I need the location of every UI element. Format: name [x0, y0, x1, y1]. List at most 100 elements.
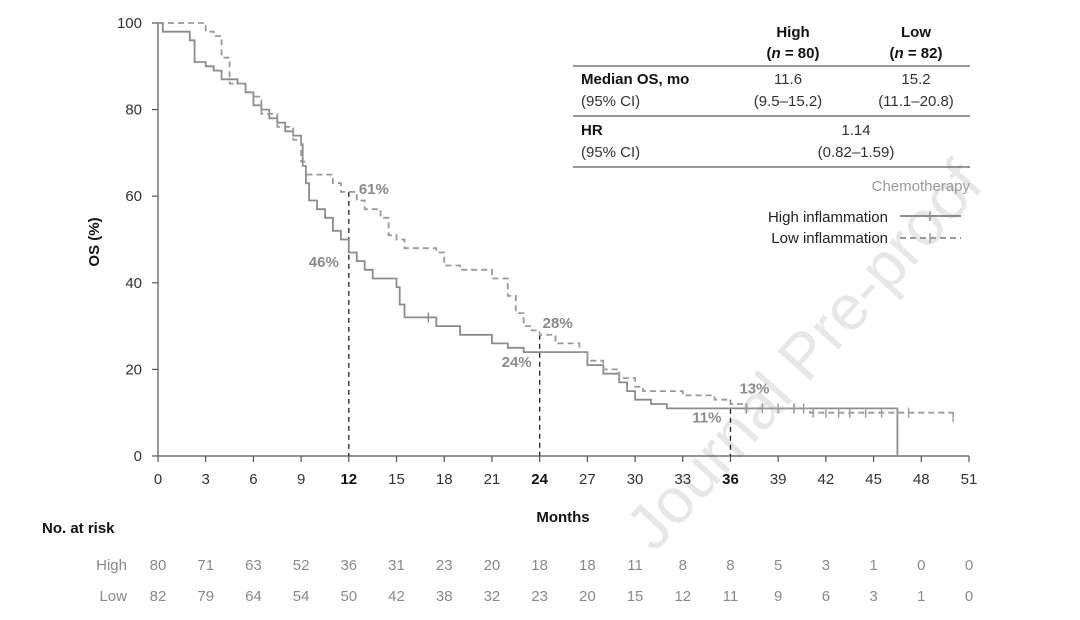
x-tick-label: 33	[674, 471, 691, 488]
x-tick-label: 24	[531, 471, 548, 488]
legend: Chemotherapy High inflammation Low infla…	[768, 178, 971, 247]
risk-value-high: 8	[726, 557, 734, 574]
landmark-label-high-36: 11%	[692, 409, 721, 426]
table-hr-ci: (0.82–1.59)	[818, 144, 895, 161]
risk-value-low: 20	[579, 588, 596, 605]
table-median-label: Median OS, mo	[581, 71, 689, 88]
x-tick-label: 42	[818, 471, 835, 488]
table-median-high: 11.6	[774, 71, 802, 88]
table-col-high-title: High	[776, 24, 809, 41]
risk-row-label-high: High	[96, 557, 127, 574]
risk-value-low: 42	[388, 588, 405, 605]
risk-value-low: 54	[293, 588, 310, 605]
risk-table: No. at risk High Low 80 71 63 52 36 31 23 20 18 1…	[42, 520, 973, 605]
landmark-label-low-24: 28%	[543, 315, 573, 332]
table-col-high-n: (n = 80)	[767, 45, 820, 62]
table-hr-ci-label: (95% CI)	[581, 144, 640, 161]
risk-value-high: 18	[579, 557, 596, 574]
landmark-label-low-36: 13%	[739, 381, 769, 398]
table-median-ci-label: (95% CI)	[581, 93, 640, 110]
risk-value-low: 3	[869, 588, 877, 605]
risk-value-high: 0	[965, 557, 973, 574]
y-tick-label: 40	[125, 275, 142, 292]
y-tick-label: 60	[125, 188, 142, 205]
x-tick-label: 0	[154, 471, 162, 488]
x-tick-label: 12	[340, 471, 357, 488]
risk-value-low: 12	[674, 588, 691, 605]
x-tick-label: 27	[579, 471, 596, 488]
x-tick-label: 21	[484, 471, 501, 488]
series-low-line	[158, 22, 954, 417]
risk-value-low: 50	[340, 588, 357, 605]
landmark-label-low-12: 61%	[359, 181, 389, 198]
risk-value-low: 6	[822, 588, 830, 605]
y-ticks: 0 20 40 60 80 100	[117, 15, 158, 465]
risk-value-low: 32	[484, 588, 501, 605]
risk-value-low: 23	[531, 588, 548, 605]
risk-value-high: 11	[627, 557, 643, 574]
x-tick-label: 51	[961, 471, 978, 488]
legend-title: Chemotherapy	[872, 178, 971, 195]
risk-value-high: 31	[388, 557, 405, 574]
x-tick-label: 3	[202, 471, 210, 488]
risk-value-low: 1	[917, 588, 925, 605]
landmark-label-high-12: 46%	[309, 254, 339, 271]
y-tick-label: 100	[117, 15, 142, 32]
table-median-high-ci: (9.5–15.2)	[754, 93, 822, 110]
risk-values: 80 71 63 52 36 31 23 20 18 18 11 8 8 5 3 1 0 082 79 64 54 50 4…	[150, 557, 974, 605]
table-hr-value: 1.14	[841, 122, 870, 139]
x-axis-title: Months	[536, 509, 589, 526]
table-median-low-ci: (11.1–20.8)	[878, 93, 954, 110]
risk-value-high: 20	[484, 557, 501, 574]
legend-label-low: Low inflammation	[771, 230, 888, 247]
risk-value-low: 64	[245, 588, 262, 605]
risk-value-high: 63	[245, 557, 262, 574]
risk-value-high: 8	[679, 557, 687, 574]
x-tick-label: 39	[770, 471, 787, 488]
risk-row-label-low: Low	[99, 588, 127, 605]
y-tick-label: 0	[134, 448, 142, 465]
x-tick-label: 36	[722, 471, 739, 488]
table-median-low: 15.2	[901, 71, 930, 88]
y-tick-label: 80	[125, 102, 142, 119]
risk-table-title: No. at risk	[42, 520, 115, 537]
landmark-guides	[348, 191, 732, 456]
risk-value-high: 1	[869, 557, 877, 574]
x-tick-label: 30	[627, 471, 644, 488]
x-ticks: 0 3 6 9 12 15 18 21 24 27 30 33 36 39 42 45 48 51	[154, 456, 978, 488]
risk-value-high: 18	[531, 557, 548, 574]
axes	[157, 23, 969, 457]
landmark-labels: 61% 46% 28% 24% 13% 11%	[309, 181, 770, 427]
x-tick-label: 9	[297, 471, 305, 488]
risk-value-low: 9	[774, 588, 782, 605]
summary-table: High (n = 80) Low (n = 82) Median OS, mo…	[573, 24, 970, 168]
landmark-label-high-24: 24%	[502, 354, 532, 371]
risk-value-high: 5	[774, 557, 782, 574]
risk-value-low: 11	[723, 588, 739, 605]
x-tick-label: 6	[249, 471, 257, 488]
risk-value-high: 52	[293, 557, 310, 574]
risk-value-low: 82	[150, 588, 167, 605]
x-tick-label: 48	[913, 471, 930, 488]
table-col-low-n: (n = 82)	[890, 45, 943, 62]
x-tick-label: 45	[865, 471, 882, 488]
risk-value-high: 0	[917, 557, 925, 574]
risk-value-high: 71	[197, 557, 214, 574]
risk-value-high: 3	[822, 557, 830, 574]
risk-value-low: 0	[965, 588, 973, 605]
risk-value-low: 38	[436, 588, 453, 605]
risk-value-low: 15	[627, 588, 644, 605]
legend-label-high: High inflammation	[768, 209, 888, 226]
risk-value-high: 36	[340, 557, 357, 574]
y-axis-title: OS (%)	[86, 217, 103, 266]
risk-value-low: 79	[197, 588, 214, 605]
table-col-low-title: Low	[901, 24, 931, 41]
x-tick-label: 18	[436, 471, 453, 488]
risk-value-high: 23	[436, 557, 453, 574]
risk-value-high: 80	[150, 557, 167, 574]
survival-curves	[158, 22, 954, 456]
y-tick-label: 20	[125, 361, 142, 378]
x-tick-label: 15	[388, 471, 405, 488]
table-hr-label: HR	[581, 122, 603, 139]
